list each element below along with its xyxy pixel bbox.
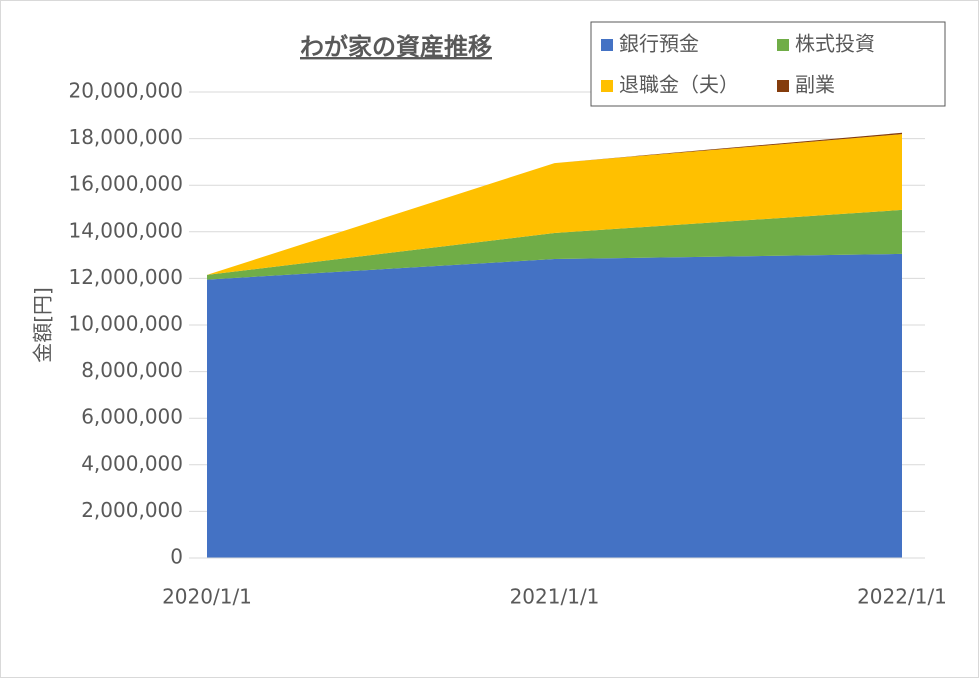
area bbox=[207, 209, 902, 280]
y-tick-label: 20,000,000 bbox=[68, 79, 183, 103]
y-tick-label: 14,000,000 bbox=[68, 218, 183, 242]
legend-swatch bbox=[601, 39, 613, 51]
y-tick-label: 2,000,000 bbox=[81, 498, 183, 522]
area bbox=[207, 253, 902, 558]
legend-swatch bbox=[601, 80, 613, 92]
legend-label: 副業 bbox=[795, 73, 835, 97]
x-tick-label: 2020/1/1 bbox=[162, 585, 252, 609]
y-tick-label: 12,000,000 bbox=[68, 265, 183, 289]
y-axis-label: 金額[円] bbox=[31, 287, 55, 363]
legend-box bbox=[590, 21, 946, 107]
y-tick-label: 18,000,000 bbox=[68, 125, 183, 149]
legend-label: 銀行預金 bbox=[619, 32, 699, 56]
legend-swatch bbox=[777, 80, 789, 92]
y-tick-label: 8,000,000 bbox=[81, 358, 183, 382]
y-tick-label: 10,000,000 bbox=[68, 312, 183, 336]
x-tick-label: 2022/1/1 bbox=[857, 585, 947, 609]
legend-label: 株式投資 bbox=[795, 32, 875, 56]
area bbox=[207, 134, 902, 275]
x-tick-label: 2021/1/1 bbox=[510, 585, 600, 609]
y-tick-label: 4,000,000 bbox=[81, 451, 183, 475]
y-tick-label: 16,000,000 bbox=[68, 172, 183, 196]
legend-swatch bbox=[777, 39, 789, 51]
y-tick-label: 6,000,000 bbox=[81, 405, 183, 429]
y-tick-label: 0 bbox=[170, 545, 183, 569]
chart-title: わが家の資産推移 bbox=[300, 33, 492, 61]
legend-label: 退職金（夫） bbox=[619, 73, 739, 97]
